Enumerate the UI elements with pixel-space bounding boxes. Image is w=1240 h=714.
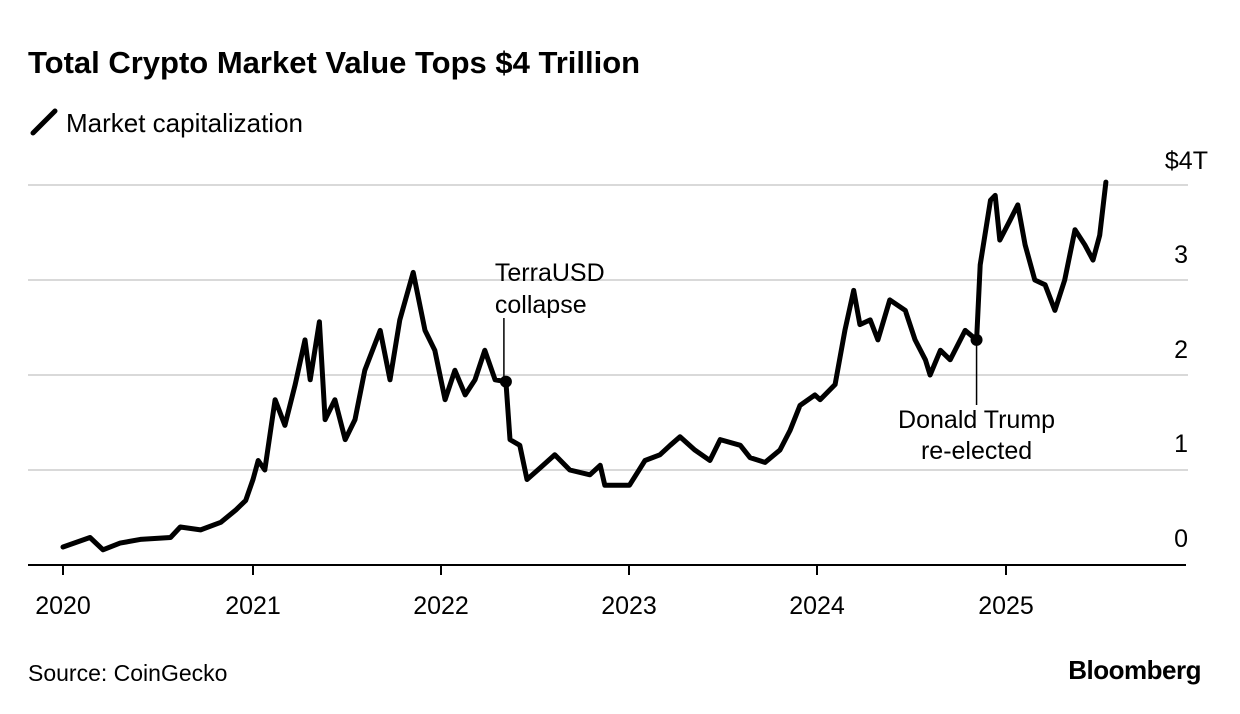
x-tick-label: 2021 [225,592,281,620]
x-axis: 2020 2021 2022 2023 2024 2025 [28,564,1186,620]
annotation-marker [970,333,983,346]
gridlines [28,184,1188,471]
y-tick-label: 2 [1174,336,1188,364]
y-axis-labels: 0 1 2 3 $4T [1165,147,1208,553]
y-tick-label: 1 [1174,430,1188,458]
legend-line-swatch [30,108,58,136]
series-line-market-cap [60,179,1109,553]
annotation-label: Donald Trump [898,406,1055,434]
y-tick-label: 0 [1174,525,1188,553]
x-tick-label: 2020 [35,592,91,620]
legend-label: Market capitalization [66,108,303,138]
annotation: TerraUSD collapse [495,259,605,388]
bloomberg-logo: Bloomberg [1068,655,1201,685]
annotation-label: TerraUSD [495,259,605,287]
annotation: Donald Trump re-elected [898,333,1055,465]
y-tick-label: $4T [1165,147,1208,175]
source-note: Source: CoinGecko [28,660,227,686]
x-tick-label: 2024 [789,592,845,620]
x-tick-label: 2023 [601,592,657,620]
annotation-label: collapse [495,291,587,319]
y-tick-label: 3 [1174,241,1188,269]
annotation-label: re-elected [921,437,1032,465]
x-tick-label: 2025 [978,592,1034,620]
legend: Market capitalization [30,108,303,138]
annotations: TerraUSD collapse Donald Trump re-elected [495,259,1055,465]
chart-title: Total Crypto Market Value Tops $4 Trilli… [28,45,640,80]
annotation-marker [499,375,512,388]
x-tick-label: 2022 [413,592,469,620]
